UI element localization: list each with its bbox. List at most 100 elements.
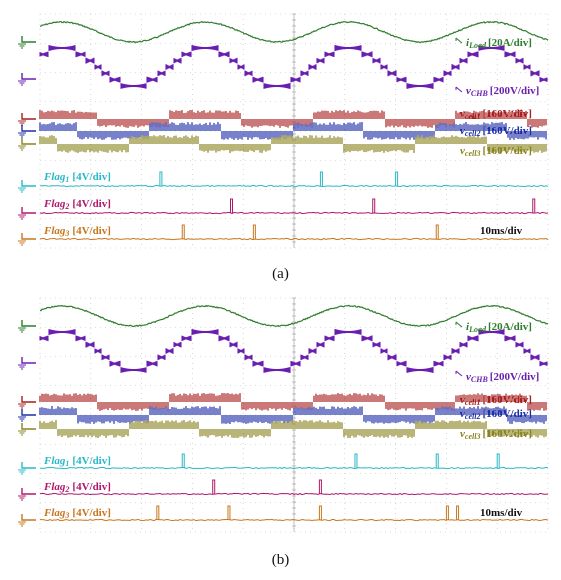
ground-icon <box>18 145 26 151</box>
flag1-trace <box>40 453 549 470</box>
flag2-trace-pulse <box>532 198 536 213</box>
flag1-trace-pulse <box>354 453 358 468</box>
scope-grid <box>39 297 549 533</box>
ground-marker-line <box>21 514 36 521</box>
flag3-trace-pulse <box>156 505 160 520</box>
scope-traces <box>39 20 549 241</box>
ground-marker-line <box>21 462 36 469</box>
flag3-trace-pulse <box>318 505 322 520</box>
flag1-trace-pulse <box>319 171 323 186</box>
ground-icon <box>18 240 26 246</box>
ground-marker-line <box>21 113 36 120</box>
iload-label: iLoad [20A/div] <box>466 321 532 334</box>
flag1-trace-pulse <box>159 171 163 186</box>
flag3-label: Flag3 [4V/div] <box>43 225 111 238</box>
flag3-trace-pulse <box>181 224 185 239</box>
vcell2-trace <box>39 406 547 424</box>
vcell2-trace <box>39 122 547 140</box>
flag2-label: Flag2 [4V/div] <box>43 481 111 494</box>
scope-screen: iLoad [20A/div] vCHB [200V/div] vcell1 [160… <box>18 13 549 249</box>
vcell3-label: vcell3 [160V/div] <box>460 428 532 441</box>
flag3-trace <box>40 505 549 522</box>
flag3-trace-pulse <box>445 505 449 520</box>
flag1-trace-pulse <box>181 453 185 468</box>
vcell2-label: vcell2 [160V/div] <box>460 408 532 421</box>
vchb-trace <box>39 329 548 373</box>
scope-traces <box>39 304 549 522</box>
timebase-label: 10ms/div <box>480 225 523 237</box>
flag1-trace-pulse <box>435 453 439 468</box>
flag2-trace-pulse <box>318 479 322 494</box>
flag3-trace-baseline <box>40 518 549 522</box>
flag2-trace <box>39 198 549 215</box>
flag2-trace-baseline <box>39 492 549 496</box>
channel-ground-markers <box>18 320 463 527</box>
flag2-trace-pulse <box>372 198 376 213</box>
ground-marker-line <box>21 396 36 403</box>
ground-marker-line <box>21 233 36 240</box>
ground-icon <box>18 469 26 475</box>
ground-marker-line <box>21 138 36 145</box>
oscilloscope-panel-a: iLoad [20A/div] vCHB [200V/div] vcell1 [160… <box>0 0 561 257</box>
flag2-trace-pulse <box>230 198 233 213</box>
ground-marker-line <box>21 488 36 495</box>
ground-icon <box>18 327 26 333</box>
label-arrow <box>455 37 463 44</box>
flag1-trace-baseline <box>39 184 549 188</box>
flag3-trace-pulse <box>252 224 256 239</box>
label-arrow <box>455 86 463 93</box>
label-arrow <box>455 321 463 328</box>
caption-a: (a) <box>272 266 289 282</box>
flag2-label: Flag2 [4V/div] <box>43 198 111 211</box>
ground-marker-line <box>21 125 36 132</box>
ground-icon <box>18 495 26 501</box>
ground-icon <box>18 43 26 49</box>
flag3-trace-baseline <box>39 237 549 241</box>
vchb-label: vCHB [200V/div] <box>466 371 539 384</box>
flag1-trace-baseline <box>40 466 549 470</box>
ground-icon <box>18 132 26 138</box>
iload-trace <box>39 304 549 328</box>
oscilloscope-panel-b: iLoad [20A/div] vCHB [200V/div] vcell1 [160… <box>0 292 561 549</box>
vcell3-label: vcell3 [160V/div] <box>460 145 532 158</box>
vcell1-label: vcell1 [160V/div] <box>460 108 532 121</box>
iload-trace <box>39 20 549 44</box>
scope-grid <box>39 13 549 249</box>
flag3-label: Flag3 [4V/div] <box>43 507 111 520</box>
ground-marker-line <box>21 423 36 430</box>
flag1-trace-pulse <box>496 453 500 468</box>
ground-marker-line <box>21 36 36 43</box>
ground-icon <box>18 430 26 436</box>
ground-marker-line <box>21 180 36 187</box>
ground-marker-line <box>21 207 36 214</box>
ground-icon <box>18 80 26 86</box>
flag3-trace <box>39 224 549 241</box>
iload-label: iLoad [20A/div] <box>466 37 532 50</box>
ground-icon <box>18 214 26 220</box>
ground-icon <box>18 120 26 126</box>
vcell3-trace <box>39 420 547 438</box>
vcell2-label: vcell2 [160V/div] <box>460 125 532 138</box>
ground-icon <box>18 416 26 422</box>
channel-labels: iLoad [20A/div] vCHB [200V/div] vcell1 [160… <box>43 321 539 520</box>
ground-marker-line <box>21 320 36 327</box>
flag3-trace-pulse <box>435 224 439 239</box>
vcell1-label: vcell1 [160V/div] <box>460 394 532 407</box>
ground-marker-line <box>21 73 36 80</box>
scope-screen: iLoad [20A/div] vCHB [200V/div] vcell1 [160… <box>18 297 549 533</box>
ground-icon <box>18 364 26 370</box>
flag1-trace <box>39 171 549 188</box>
flag1-label: Flag1 [4V/div] <box>43 455 111 468</box>
flag2-trace-pulse <box>212 479 216 494</box>
vchb-trace <box>39 45 548 89</box>
flag1-label: Flag1 [4V/div] <box>43 171 111 184</box>
channel-ground-markers <box>18 36 463 246</box>
ground-marker-line <box>21 357 36 364</box>
vcell3-trace <box>39 135 547 153</box>
caption-b: (b) <box>271 552 290 568</box>
channel-labels: iLoad [20A/div] vCHB [200V/div] vcell1 [160… <box>43 37 539 238</box>
ground-icon <box>18 187 26 193</box>
ground-icon <box>18 403 26 409</box>
timebase-label: 10ms/div <box>480 507 523 519</box>
flag3-trace-pulse <box>227 505 231 520</box>
